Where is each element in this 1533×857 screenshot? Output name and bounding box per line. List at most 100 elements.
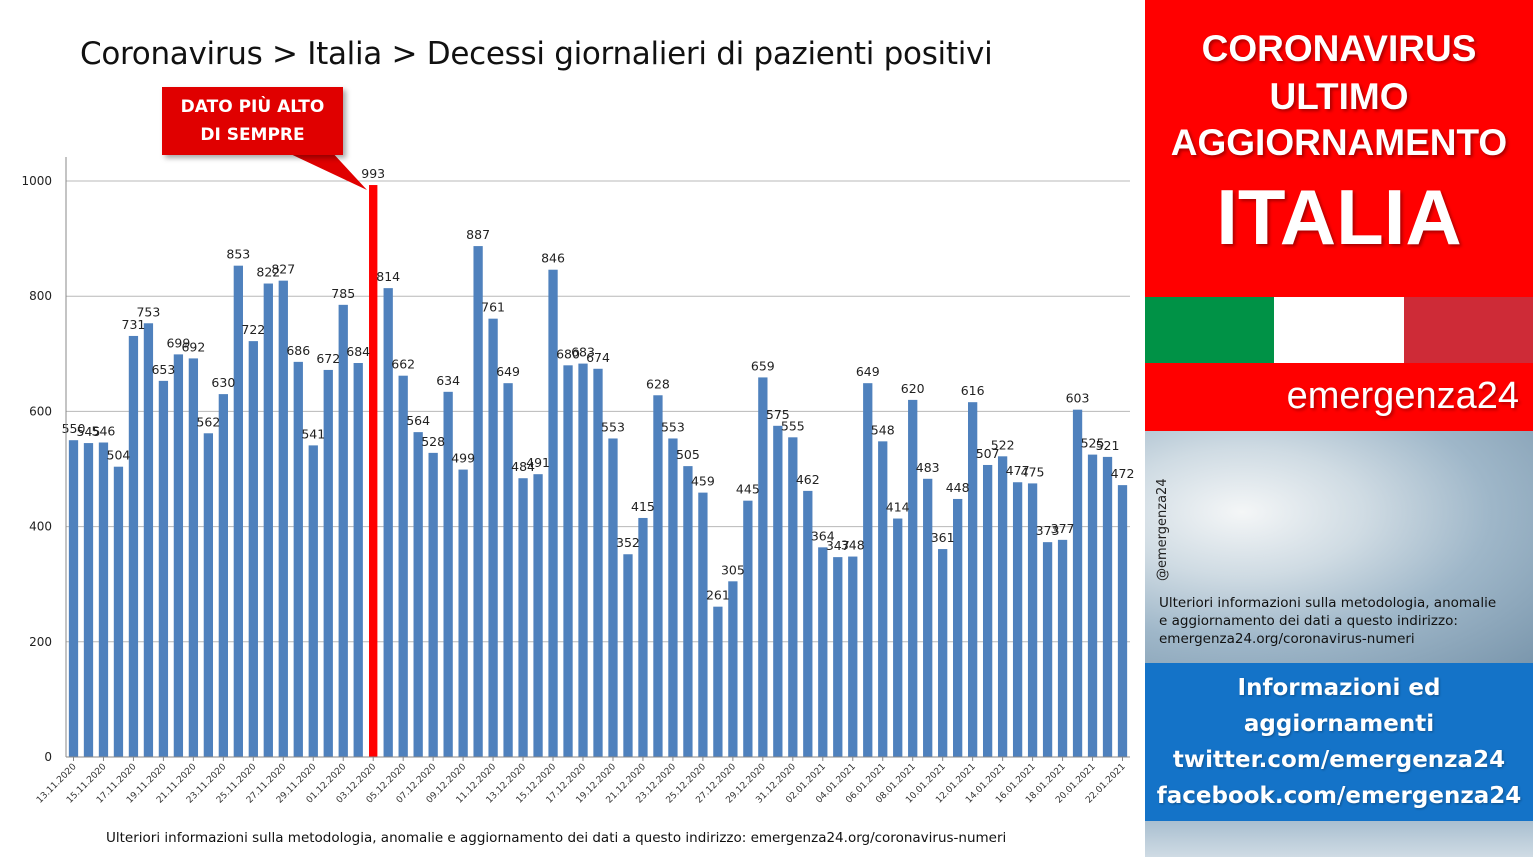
bar <box>233 265 243 757</box>
bar <box>878 441 888 757</box>
data-label: 541 <box>301 426 325 441</box>
data-label: 445 <box>736 482 760 497</box>
info-box: Informazioni ed aggiornamenti twitter.co… <box>1145 663 1533 821</box>
flag-stripe-white <box>1274 297 1404 363</box>
bar <box>923 478 933 757</box>
bar <box>548 269 558 757</box>
bar <box>143 323 154 757</box>
data-label: 499 <box>451 451 475 466</box>
data-label: 630 <box>211 375 235 390</box>
callout-pointer <box>282 150 367 190</box>
data-label: 504 <box>107 448 131 463</box>
callout-line-2: DI SEMPRE <box>200 125 305 145</box>
data-label: 653 <box>151 362 175 377</box>
data-label: 887 <box>466 227 490 242</box>
data-label: 853 <box>226 247 250 262</box>
headline-box: CORONAVIRUS ULTIMO AGGIORNAMENTO ITALIA <box>1145 0 1533 297</box>
data-label: 553 <box>661 419 685 434</box>
data-label: 674 <box>586 350 610 365</box>
data-label: 305 <box>721 562 745 577</box>
bar <box>68 440 79 757</box>
facebook-link[interactable]: facebook.com/emergenza24 <box>1156 783 1522 809</box>
bar <box>743 500 753 757</box>
y-tick-label: 1000 <box>21 174 52 188</box>
y-tick-label: 800 <box>29 289 52 303</box>
bar <box>293 361 303 757</box>
bar <box>773 425 783 757</box>
bar <box>1072 409 1083 757</box>
data-label: 484 <box>511 459 535 474</box>
data-label: 649 <box>856 364 880 379</box>
flag-stripe-green <box>1145 297 1275 363</box>
data-label: 483 <box>916 460 940 475</box>
bar <box>458 469 468 757</box>
bar <box>428 452 438 757</box>
bar <box>1087 454 1098 757</box>
data-label: 364 <box>811 528 835 543</box>
data-label: 462 <box>796 472 820 487</box>
data-label: 459 <box>691 474 715 489</box>
bar <box>608 438 618 757</box>
data-label: 377 <box>1051 521 1075 536</box>
bar <box>1027 483 1038 757</box>
data-label: 352 <box>616 535 640 550</box>
bar <box>1117 485 1128 757</box>
bar <box>953 498 963 757</box>
bar <box>698 492 708 757</box>
data-label: 505 <box>676 447 700 462</box>
data-label: 348 <box>841 538 865 553</box>
bar <box>113 466 124 757</box>
data-label: 550 <box>62 421 86 436</box>
chart-title: Coronavirus > Italia > Decessi giornalie… <box>80 36 993 72</box>
bar <box>563 365 573 757</box>
methodology-line-1: Ulteriori informazioni sulla metodologia… <box>1159 595 1497 611</box>
data-label: 692 <box>181 339 205 354</box>
data-label: 603 <box>1066 391 1090 406</box>
data-label: 448 <box>946 480 970 495</box>
bar <box>1042 542 1053 757</box>
bar <box>473 246 483 757</box>
bar <box>593 368 603 757</box>
data-label: 616 <box>961 383 985 398</box>
twitter-link[interactable]: twitter.com/emergenza24 <box>1172 747 1506 773</box>
bar <box>893 518 903 757</box>
data-label: 477 <box>1006 463 1030 478</box>
bar <box>518 478 528 757</box>
y-tick-label: 600 <box>29 404 52 418</box>
bar <box>338 304 348 757</box>
bar <box>1012 482 1023 757</box>
brand-bar: emergenza24 <box>1145 363 1533 431</box>
bar <box>713 606 723 757</box>
footer-note: Ulteriori informazioni sulla metodologia… <box>106 830 1007 846</box>
bar <box>683 466 693 757</box>
country-title: ITALIA <box>1216 173 1462 261</box>
bar <box>248 341 258 757</box>
bar <box>668 438 678 757</box>
bar <box>863 383 873 757</box>
data-label: 491 <box>526 455 550 470</box>
bar <box>848 556 858 757</box>
bar <box>1057 539 1068 757</box>
bar <box>308 445 318 757</box>
bars <box>68 185 1128 758</box>
bar <box>323 369 333 757</box>
bar <box>638 517 648 757</box>
social-handle: @emergenza24 <box>1155 478 1170 581</box>
bar <box>653 395 663 757</box>
data-label: 528 <box>421 434 445 449</box>
data-label: 722 <box>241 322 265 337</box>
bar <box>128 335 139 757</box>
data-label: 731 <box>122 317 146 332</box>
data-label: 620 <box>901 381 925 396</box>
bar <box>383 288 393 757</box>
data-label: 827 <box>271 262 295 277</box>
data-label: 628 <box>646 376 670 391</box>
bar <box>788 437 798 757</box>
methodology-link[interactable]: emergenza24.org/coronavirus-numeri <box>1159 631 1415 647</box>
data-label: 662 <box>391 357 415 372</box>
brand-logo-text: emergenza24 <box>1286 375 1519 417</box>
background-photo: @emergenza24 Ulteriori informazioni sull… <box>1145 431 1533 663</box>
methodology-line-2: e aggiornamento dei dati a questo indiri… <box>1159 613 1458 629</box>
